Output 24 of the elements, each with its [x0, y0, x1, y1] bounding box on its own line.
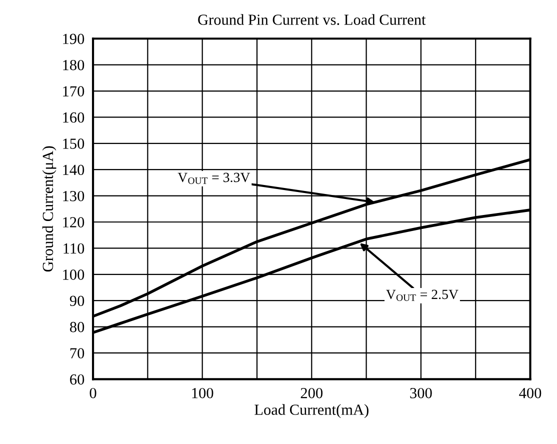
y-tick-label: 150 — [63, 138, 84, 149]
annotation: V$_{OUT}$ = 2.5V — [386, 290, 458, 301]
y-tick-label: 60 — [70, 374, 84, 385]
y-tick-label: 180 — [63, 60, 84, 70]
y-tick-label: 190 — [63, 34, 84, 44]
y-tick-label: 140 — [63, 164, 84, 176]
y-tick-label: 100 — [63, 270, 84, 280]
y-tick-label: 120 — [63, 217, 84, 228]
y-tick-label: 80 — [70, 322, 84, 332]
y-tick-label: 130 — [63, 190, 84, 202]
y-tick-label: 160 — [63, 112, 84, 123]
chart-title: Ground Pin Current vs. Load Current — [198, 14, 426, 25]
x-axis-title: Load Current(mA) — [254, 404, 368, 418]
x-tick-label: 100 — [192, 388, 214, 398]
y-tick-label: 170 — [63, 86, 84, 96]
x-tick-label: 200 — [300, 388, 323, 398]
y-tick-label: 110 — [64, 243, 84, 254]
x-tick-label: 400 — [519, 388, 542, 398]
x-tick-label: 0 — [90, 388, 96, 398]
y-axis-title: Ground Current(μA) — [42, 146, 56, 272]
x-tick-label: 300 — [410, 388, 432, 398]
y-tick-label: 70 — [70, 348, 84, 358]
y-tick-label: 90 — [70, 296, 84, 306]
annotation: V$_{OUT}$ = 3.3V — [178, 172, 250, 184]
